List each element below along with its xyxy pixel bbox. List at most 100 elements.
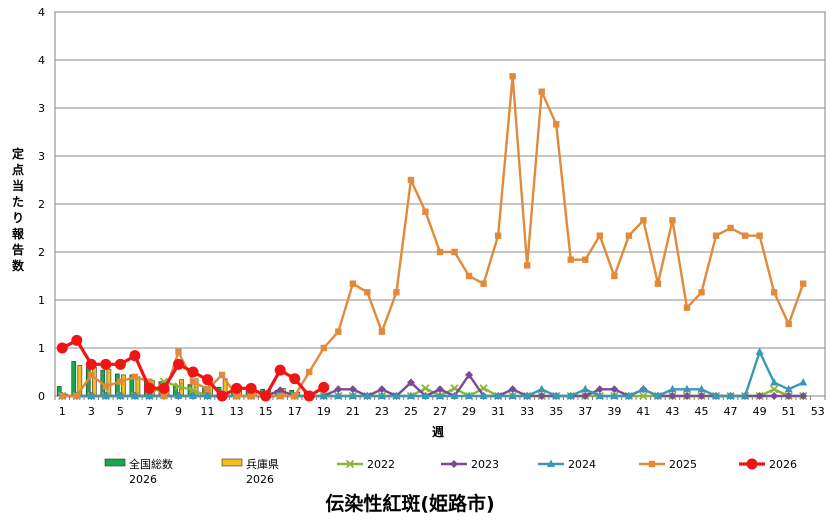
legend-swatch (104, 458, 126, 467)
marker-circle (289, 373, 301, 385)
marker-triangle (537, 384, 546, 393)
marker-square (407, 176, 415, 184)
x-tick-label: 9 (175, 405, 182, 418)
marker-triangle (101, 391, 110, 399)
marker-square (523, 262, 531, 269)
marker-triangle (552, 391, 561, 399)
marker-triangle (334, 391, 343, 399)
marker-diamond (697, 392, 706, 400)
marker-square (189, 378, 197, 385)
x-tick-label: 13 (230, 405, 244, 418)
y-tick-label: 1 (38, 294, 45, 307)
marker-triangle (450, 391, 459, 399)
legend-swatch (221, 458, 243, 467)
marker-stroke (345, 459, 355, 469)
x-tick-label: 45 (695, 405, 709, 418)
marker-triangle (392, 391, 401, 399)
marker-circle (56, 342, 68, 354)
marker-square (756, 232, 763, 239)
lines-layer (56, 73, 808, 402)
marker-stroke (188, 386, 198, 395)
legend-label: 2024 (568, 458, 596, 471)
legend: 全国総数 2026 兵庫県 2026 2022 2023 2024 2025 2026 (104, 457, 797, 486)
marker-square (538, 88, 545, 95)
legend-label: 全国総数 (129, 457, 173, 471)
marker-triangle (436, 391, 444, 399)
marker-triangle (547, 459, 555, 467)
marker-diamond (537, 392, 546, 400)
series-2026 (56, 334, 330, 402)
y-tick-label: 0 (38, 390, 45, 403)
marker-square (436, 248, 444, 256)
marker-triangle (712, 391, 721, 399)
marker-x (421, 384, 430, 393)
marker-square (465, 272, 473, 280)
marker-diamond (377, 385, 386, 394)
marker-square (131, 373, 139, 380)
marker-diamond (508, 385, 517, 394)
marker-triangle (624, 391, 633, 399)
marker-triangle (87, 391, 96, 399)
marker-triangle (741, 391, 750, 399)
marker-square (712, 232, 720, 239)
marker-square (102, 383, 110, 390)
marker-square (393, 289, 400, 296)
y-axis-title-char: 定 (12, 146, 24, 161)
x-tick-label: 1 (59, 405, 66, 418)
marker-triangle (668, 384, 677, 393)
marker-square (640, 217, 647, 224)
gridlines (55, 59, 825, 349)
x-tick-label: 27 (433, 405, 447, 418)
marker-square (596, 232, 604, 239)
marker-triangle (363, 391, 372, 399)
marker-triangle (523, 391, 532, 399)
marker-triangle (130, 391, 139, 399)
marker-triangle (610, 391, 619, 399)
marker-square (648, 460, 656, 468)
y-tick-label: 3 (38, 150, 45, 163)
marker-square (727, 224, 734, 232)
marker-x (770, 385, 779, 394)
marker-square (160, 392, 168, 400)
marker-diamond (799, 392, 808, 400)
marker-diamond (348, 385, 357, 394)
x-tick-label: 25 (404, 405, 418, 418)
y-axis-title-char: り (12, 211, 24, 225)
marker-diamond (436, 385, 444, 394)
marker-diamond (581, 392, 590, 400)
marker-square (480, 280, 487, 287)
marker-triangle (784, 384, 793, 393)
marker-square (494, 232, 502, 239)
y-tick-label: 4 (38, 6, 45, 19)
marker-square (276, 392, 284, 400)
marker-circle (158, 382, 170, 394)
legend-item: 2023 (441, 458, 499, 471)
y-axis-title-char: 報 (12, 226, 25, 241)
marker-triangle (595, 391, 604, 399)
marker-triangle (174, 391, 183, 399)
marker-circle (114, 358, 126, 370)
x-tick-label: 35 (549, 405, 563, 418)
marker-triangle (406, 391, 415, 399)
marker-triangle (189, 391, 198, 399)
marker-x (345, 459, 355, 469)
marker-circle (100, 358, 112, 370)
x-tick-label: 29 (462, 405, 476, 418)
y-tick-label: 4 (38, 54, 45, 67)
x-tick-label: 33 (520, 405, 534, 418)
marker-square (509, 73, 516, 80)
marker-circle (129, 350, 141, 362)
marker-diamond (450, 460, 458, 468)
marker-circle (71, 334, 83, 346)
marker-x (188, 386, 198, 395)
marker-square (291, 392, 298, 400)
marker-circle (187, 366, 199, 378)
x-tick-label: 5 (117, 405, 124, 418)
marker-triangle (682, 384, 691, 393)
marker-square (683, 304, 691, 311)
marker-diamond (334, 385, 343, 394)
marker-square (582, 256, 589, 263)
x-ticks: 1 3 5 7 9 11 13 15 17 19 21 23 25 27 29 31 33 35 37 39 41 43 4… (54, 396, 826, 418)
